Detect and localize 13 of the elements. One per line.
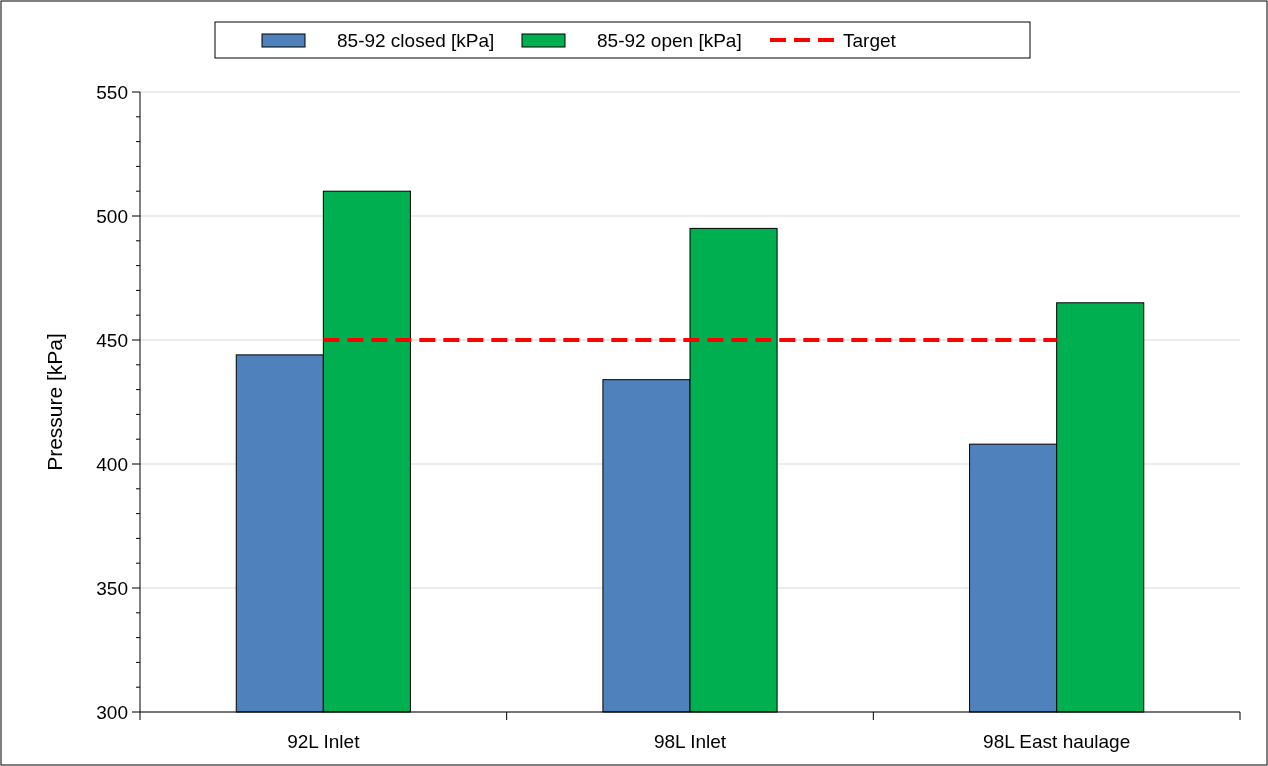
x-tick-label: 98L East haulage — [983, 731, 1131, 752]
y-tick-label: 450 — [96, 329, 128, 351]
legend-label: Target — [843, 29, 897, 51]
y-tick-label: 500 — [96, 205, 128, 227]
y-tick-label: 300 — [96, 701, 128, 723]
y-axis-title: Pressure [kPa] — [43, 333, 66, 471]
legend-label: 85-92 closed [kPa] — [337, 29, 495, 51]
legend-label: 85-92 open [kPa] — [597, 29, 742, 51]
y-tick-label: 400 — [96, 453, 128, 475]
x-tick-label: 92L Inlet — [287, 731, 361, 752]
x-tick-label: 98L Inlet — [653, 731, 727, 752]
y-tick-label: 550 — [96, 81, 128, 103]
y-tick-label: 350 — [96, 577, 128, 599]
